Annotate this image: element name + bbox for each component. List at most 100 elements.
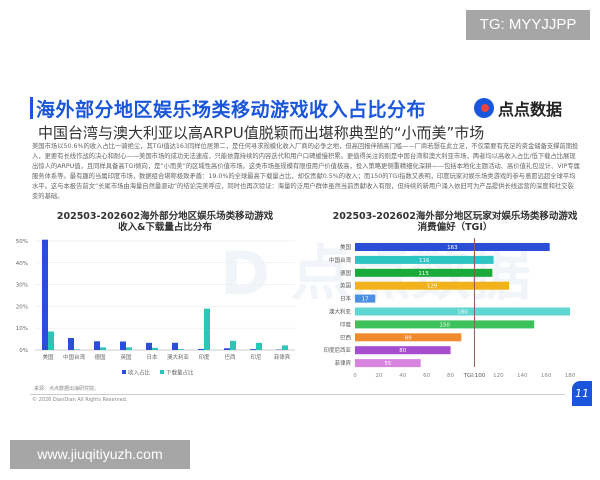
bar-value-label: 89: [405, 335, 412, 341]
bar-revenue: [224, 348, 230, 350]
logo-icon: [474, 98, 494, 118]
tgi-bar: [355, 307, 570, 316]
footer-divider: [30, 394, 565, 395]
legend-label: 收入占比: [128, 369, 151, 377]
body-paragraph: 美国市场以50.6%的收入占比一骑绝尘，其TGI值达163同样位居第二，是任何寻…: [32, 143, 580, 200]
y-tick-label: 20%: [16, 304, 28, 310]
x-tick-label: 巴西: [224, 354, 236, 361]
x-tick-label: 英国: [120, 353, 132, 361]
bar-download: [126, 347, 132, 350]
bar-value-label: 17: [362, 297, 369, 303]
legend-label: 下载量占比: [166, 369, 194, 377]
x-tick-label: 40: [399, 373, 406, 379]
bar-revenue: [198, 348, 204, 350]
bar-value-label: 55: [384, 361, 391, 367]
bar-value-label: 180: [457, 310, 468, 316]
y-category-label: 印度尼西亚: [323, 346, 351, 354]
x-tick-label: 120: [493, 373, 504, 379]
x-tick-label: 印度: [198, 353, 210, 361]
x-tick-label: 160: [541, 373, 552, 379]
bar-download: [282, 345, 288, 350]
bar-download: [204, 308, 210, 350]
bar-value-label: 115: [418, 271, 429, 277]
tgi-bar: [355, 359, 421, 368]
y-tick-label: 0%: [19, 348, 28, 354]
y-category-label: 澳大利亚: [329, 308, 352, 316]
y-category-label: 菲律宾: [334, 359, 351, 367]
bar-download: [74, 349, 80, 350]
x-tick-label: 140: [517, 373, 528, 379]
x-tick-label: 60: [423, 373, 430, 379]
source-note: 来源：点点数据出海研究院。: [34, 386, 100, 392]
x-tick-label: 80: [447, 373, 454, 379]
x-tick-label: 中国台湾: [63, 353, 86, 361]
bar-revenue: [172, 342, 178, 350]
bar-download: [100, 347, 106, 350]
bar-revenue: [94, 341, 100, 350]
left-chart-title-line1: 202503-202602海外部分地区娱乐场类移动游戏: [56, 211, 274, 222]
page-title: 海外部分地区娱乐场类移动游戏收入占比分布: [36, 99, 427, 121]
tgi-bar: [355, 333, 462, 342]
tg-watermark-label: TG: MYYJJPP: [466, 10, 590, 40]
copyright: © 2026 DianDian All Rights Reserved.: [32, 397, 128, 403]
bar-revenue: [42, 239, 48, 350]
logo-text: 点点数据: [498, 100, 563, 119]
page-number: 11: [572, 381, 592, 406]
x-tick-label: 印尼: [250, 354, 262, 361]
bar-value-label: 129: [427, 284, 438, 290]
bar-download: [152, 347, 158, 350]
y-category-label: 中国台湾: [329, 256, 352, 264]
x-tick-label: 180: [565, 373, 576, 379]
y-tick-label: 40%: [16, 261, 28, 267]
site-watermark-label: www.jiuqitiyuzh.com: [10, 440, 190, 469]
y-category-label: 美国: [340, 243, 352, 251]
legend-swatch: [160, 370, 164, 374]
bar-value-label: 116: [419, 258, 430, 264]
x-tick-label: TGI:100: [463, 373, 486, 379]
y-category-label: 印度: [340, 320, 352, 328]
page-subtitle: 中国台湾与澳大利亚以高ARPU值脱颖而出堪称典型的“小而美”市场: [38, 124, 485, 142]
right-chart-title-line2: 消费偏好（TGI）: [417, 222, 493, 233]
tgi-bar: [355, 320, 535, 329]
x-tick-label: 澳大利亚: [167, 353, 190, 361]
x-tick-label: 0: [353, 373, 357, 379]
bar-value-label: 163: [447, 245, 458, 251]
x-tick-label: 美国: [42, 353, 54, 361]
y-tick-label: 50%: [16, 239, 28, 245]
bar-revenue: [250, 349, 256, 350]
bar-revenue: [68, 338, 74, 350]
tgi-bar: [355, 294, 376, 303]
tgi-bar: [355, 243, 550, 251]
y-category-label: 日本: [340, 295, 352, 303]
bar-revenue: [146, 342, 152, 350]
left-chart-title: 202503-202602海外部分地区娱乐场类移动游戏 收入&下载量占比分布: [40, 211, 290, 233]
brand-logo: 点点数据: [474, 97, 562, 119]
y-tick-label: 10%: [16, 326, 28, 332]
tgi-bar: [355, 268, 493, 277]
bar-revenue: [120, 341, 126, 350]
x-tick-label: 菲律宾: [274, 353, 291, 361]
y-category-label: 英国: [340, 282, 352, 290]
left-chart-title-line2: 收入&下载量占比分布: [118, 222, 212, 233]
right-chart-title-line1: 202503-202602海外部分地区玩家对娱乐场类移动游戏: [332, 211, 578, 222]
x-tick-label: 日本: [146, 353, 158, 361]
y-category-label: 德国: [340, 269, 352, 277]
y-category-label: 巴西: [340, 334, 352, 341]
y-tick-label: 30%: [16, 283, 28, 289]
legend-swatch: [122, 370, 126, 374]
bar-value-label: 150: [439, 322, 450, 328]
x-tick-label: 德国: [94, 353, 106, 361]
tgi-bar: [355, 281, 510, 290]
bar-download: [230, 340, 236, 350]
bar-download: [178, 349, 184, 350]
tgi-bar: [355, 346, 451, 355]
bar-download: [48, 331, 54, 350]
tgi-bar: [355, 255, 494, 264]
title-accent-bar: [30, 97, 33, 119]
bar-download: [256, 342, 262, 350]
right-chart-title: 202503-202602海外部分地区玩家对娱乐场类移动游戏 消费偏好（TGI）: [330, 211, 580, 233]
bar-value-label: 80: [399, 348, 406, 354]
x-tick-label: 20: [375, 373, 382, 379]
